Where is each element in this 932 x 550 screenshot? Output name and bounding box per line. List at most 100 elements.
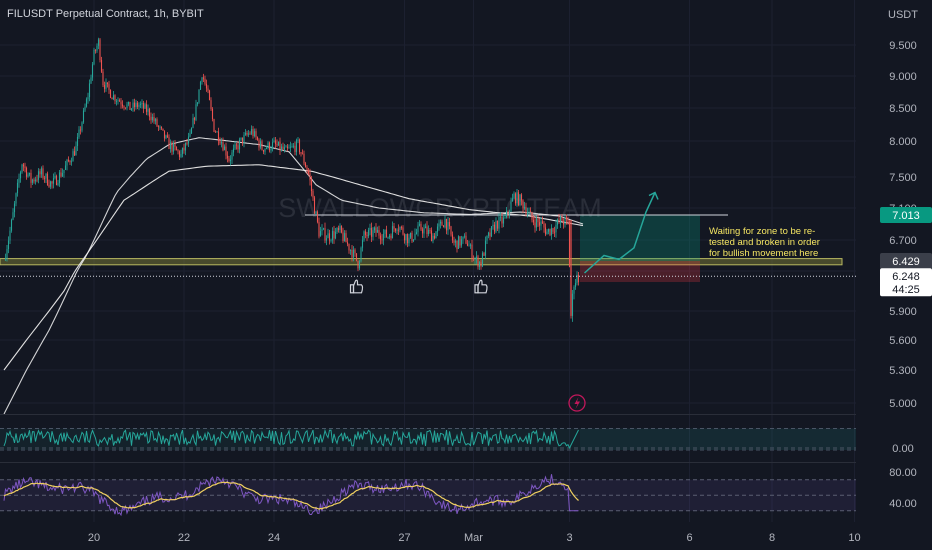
candle-body [366,234,368,237]
candle-body [351,250,353,258]
oscillator-1-line [3,428,579,450]
candle-body [22,164,25,167]
candle-body [145,104,148,112]
candle-body [415,232,418,234]
currency-label: USDT [888,9,918,21]
candle-body [166,135,169,138]
candle-body [441,221,443,226]
candle-body [576,274,578,284]
candle-body [222,142,224,151]
candle-body [223,146,226,151]
candle-body [184,142,187,151]
candle-body [331,231,334,241]
candle-body [201,77,203,82]
candle-body [349,250,352,251]
candle-body [301,153,304,155]
candle-body [436,226,439,232]
candle-body [537,218,539,223]
candle-body [358,261,361,269]
watermark-text: SWALLOWCRYPTOTEAM [278,193,602,223]
candle-body [262,149,265,152]
candle-body [27,174,29,177]
candle-body [522,200,524,209]
time-axis-ticks[interactable]: 20 22 24 27 Mar 3 6 8 10 [88,532,861,544]
candle-body [150,116,152,121]
candle-body [30,172,32,183]
long-position-stop-area[interactable] [580,261,700,282]
candlestick-series [4,37,580,322]
candle-body [112,95,115,100]
candle-body [346,242,349,244]
candle-body [456,240,458,249]
candle-body [459,236,461,246]
candle-body [181,147,184,154]
time-tick-label: 8 [769,532,775,544]
candle-body [162,128,164,131]
candle-body [72,151,74,162]
projection-path[interactable] [583,192,656,274]
candle-body [567,219,569,222]
candle-body [39,171,41,175]
candle-body [196,102,199,105]
candle-body [312,191,314,198]
candle-body [37,171,40,180]
candle-body [489,232,491,237]
last-price-label: 6.248 [892,271,920,283]
candle-body [82,110,85,123]
candle-body [100,60,103,72]
candle-body [127,101,130,105]
support-zone[interactable] [0,258,843,266]
time-tick-label: 22 [178,532,190,544]
candle-body [138,104,140,107]
candle-body [85,99,88,107]
candle-body [69,160,71,163]
candle-body [337,228,340,230]
candle-body [444,219,446,228]
candle-body [409,232,412,238]
candle-body [256,137,259,140]
candle-body [52,178,55,184]
candle-body [10,219,13,231]
candle-body [271,142,274,149]
candle-body [7,240,10,250]
candle-body [324,228,326,241]
candle-body [387,237,389,238]
long-position-target-area[interactable] [580,214,700,262]
candle-body [51,181,53,184]
candle-body [133,102,136,108]
candle-body [297,139,299,141]
candle-body [19,172,22,179]
candle-body [327,233,329,239]
candle-body [372,230,374,237]
candle-body [217,131,220,141]
candle-body [13,203,16,213]
lightning-icon[interactable] [568,394,586,412]
candle-body [84,106,86,111]
candle-body [141,102,143,105]
candle-body [243,134,245,143]
candle-body [382,233,385,241]
candle-body [355,253,358,261]
annotation-line-2: tested and broken in order [709,237,820,248]
candle-body [438,223,440,227]
candle-body [360,247,362,262]
candle-body [348,243,350,251]
candle-body [114,95,116,102]
candle-body [55,175,58,186]
candle-body [340,225,343,233]
candle-body [108,84,110,90]
candle-body [259,141,262,148]
candle-body [430,230,433,242]
annotation-note[interactable]: Waiting for zone to be re- tested and br… [709,226,820,259]
candle-body [370,227,373,237]
candle-body [102,71,104,86]
candle-body [435,231,437,239]
candle-body [492,224,494,227]
projection-arrowhead [648,191,659,200]
candle-body [439,221,442,224]
candle-body [568,221,571,268]
candle-body [97,39,100,46]
candle-body [226,155,229,159]
candle-body [555,224,557,233]
